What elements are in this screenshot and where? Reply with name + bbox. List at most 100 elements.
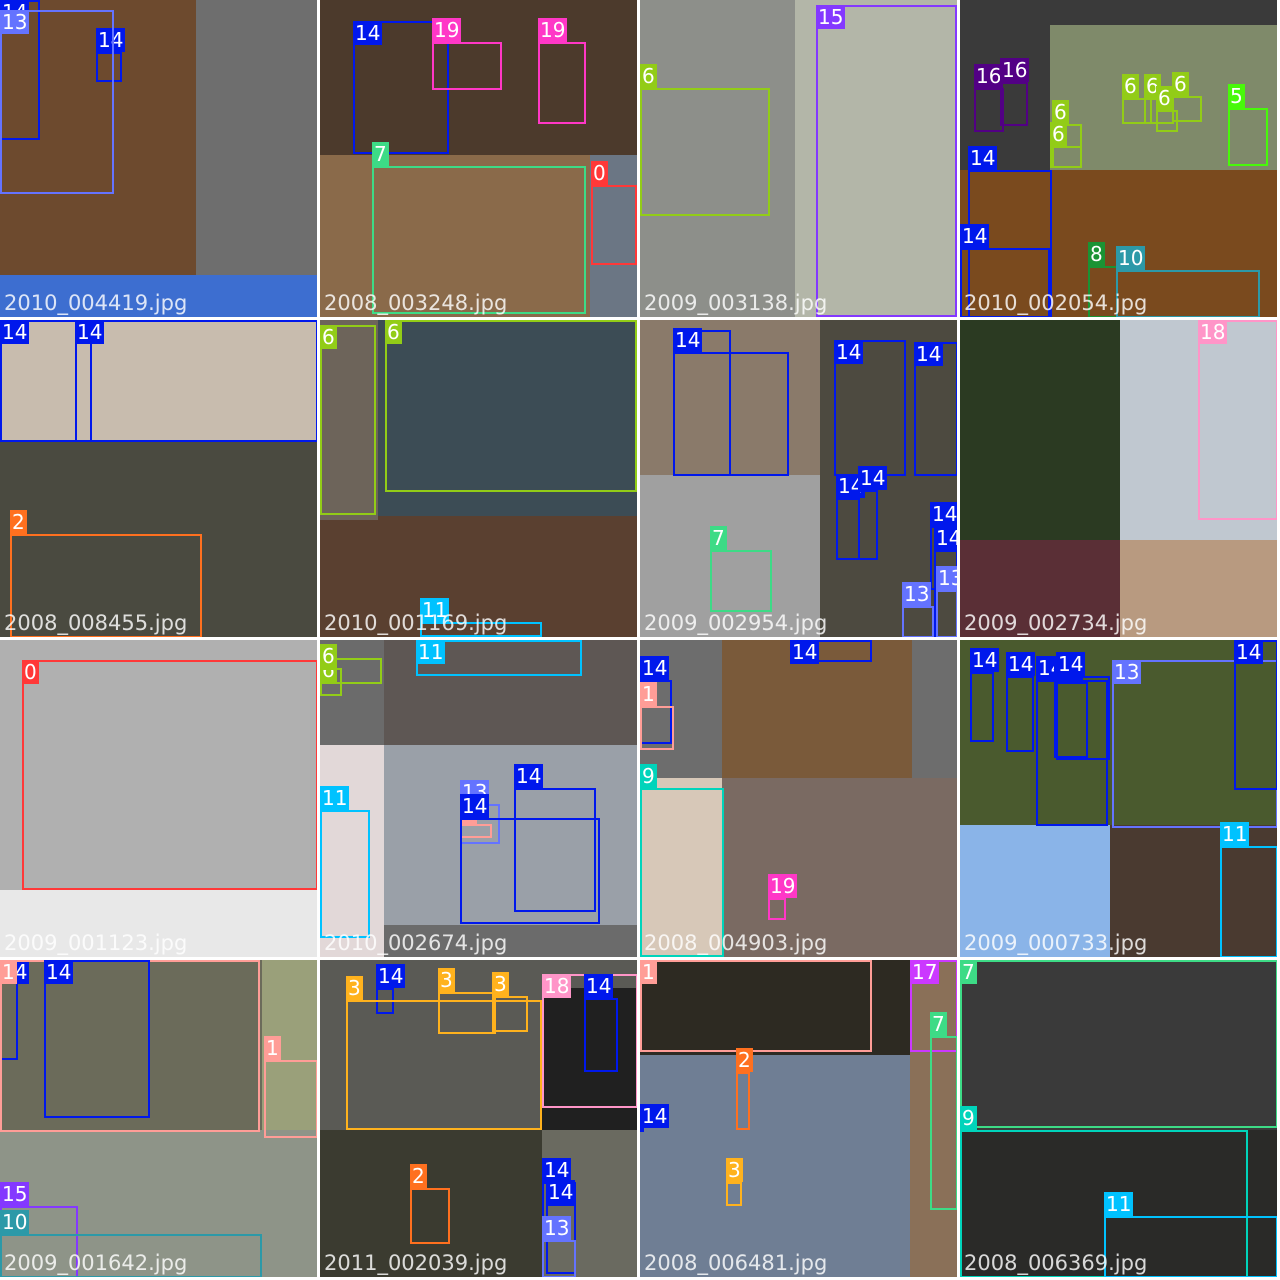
class-label: 7 <box>930 1012 947 1036</box>
bounding-box <box>673 352 789 476</box>
photo-region <box>1120 540 1277 637</box>
class-label: 19 <box>538 18 568 42</box>
class-label: 11 <box>416 640 446 664</box>
class-label: 19 <box>432 18 462 42</box>
class-label: 14 <box>0 320 30 344</box>
bounding-box <box>492 996 528 1032</box>
photo-region <box>960 170 1277 317</box>
class-label: 13 <box>1112 660 1142 684</box>
class-label: 10 <box>0 1210 30 1234</box>
class-label: 9 <box>960 1106 977 1130</box>
class-label: 14 <box>1006 652 1036 676</box>
bounding-box <box>936 590 957 637</box>
bounding-box <box>1172 96 1202 122</box>
class-label: 11 <box>1104 1192 1134 1216</box>
class-label: 17 <box>910 960 940 984</box>
bounding-box <box>75 320 317 442</box>
bounding-box <box>385 320 637 492</box>
bounding-box <box>320 810 370 938</box>
class-label: 6 <box>320 644 337 668</box>
mosaic-tile: 7 9 11 2008_006369.jpg <box>960 960 1277 1277</box>
bounding-box <box>584 998 618 1072</box>
bounding-box <box>538 42 586 124</box>
photo-region <box>0 890 317 957</box>
class-label: 6 <box>1052 100 1069 124</box>
class-label: 19 <box>768 874 798 898</box>
class-label: 3 <box>492 972 509 996</box>
class-label: 8 <box>1088 242 1105 266</box>
class-label: 9 <box>640 764 657 788</box>
mosaic-tile: 14 19 19 7 0 2008_003248.jpg <box>320 0 637 317</box>
bounding-box <box>640 788 724 957</box>
class-label: 14 <box>584 974 614 998</box>
class-label: 2 <box>410 1164 427 1188</box>
photo-region <box>0 442 317 637</box>
mosaic-tile: 1 17 14 2 3 7 2008_006481.jpg <box>640 960 957 1277</box>
bounding-box <box>1116 270 1260 317</box>
bounding-box <box>1122 98 1152 124</box>
class-label: 7 <box>372 142 389 166</box>
class-label: 6 <box>1156 86 1173 110</box>
bounding-box <box>960 960 1277 1128</box>
mosaic-tile: 0 2009_001123.jpg <box>0 640 317 957</box>
bounding-box <box>960 248 1050 317</box>
bounding-box <box>902 606 934 637</box>
bounding-box <box>514 788 596 912</box>
mosaic-tile: 14 14 2 2008_008455.jpg <box>0 320 317 637</box>
bounding-box <box>1220 846 1277 957</box>
class-label: 14 <box>514 764 544 788</box>
photo-region <box>960 540 1120 637</box>
class-label: 13 <box>542 1216 572 1240</box>
bounding-box <box>1054 682 1088 758</box>
photo-region <box>0 320 317 442</box>
class-label: 11 <box>1220 822 1250 846</box>
class-label: 14 <box>968 146 998 170</box>
photo-region <box>320 745 384 957</box>
bounding-box <box>420 622 542 637</box>
bounding-box <box>858 490 878 560</box>
class-label: 11 <box>320 786 350 810</box>
bounding-box <box>1088 266 1118 317</box>
class-label: 14 <box>1234 640 1264 664</box>
class-label: 6 <box>320 325 337 349</box>
class-label: 16 <box>1000 58 1030 82</box>
class-label: 18 <box>1198 320 1228 344</box>
bounding-box <box>591 185 637 265</box>
photo-region <box>960 825 1110 957</box>
class-label: 10 <box>1116 246 1146 270</box>
class-label: 11 <box>420 598 450 622</box>
class-label: 14 <box>353 21 383 45</box>
class-label: 6 <box>1172 72 1189 96</box>
class-label: 14 <box>546 1180 576 1204</box>
photo-region <box>722 778 957 957</box>
bounding-box <box>410 1188 450 1244</box>
photo-region <box>320 320 378 520</box>
mosaic-tile: 14 3 3 3 18 14 2 14 14 13 2011_002039.jpg <box>320 960 637 1277</box>
photo-region <box>320 516 637 637</box>
class-label: 16 <box>974 64 1004 88</box>
mosaic-tile: 14141414141314112009_000733.jpg <box>960 640 1277 957</box>
class-label: 14 <box>934 526 957 550</box>
bounding-box <box>640 960 872 1052</box>
bounding-box <box>640 1128 644 1132</box>
class-label: 1 <box>264 1036 281 1060</box>
bounding-box <box>736 1072 750 1130</box>
mosaic-tile: 1414141414147141413132009_002954.jpg <box>640 320 957 637</box>
class-label: 14 <box>970 648 1000 672</box>
class-label: 2 <box>10 510 27 534</box>
photo-region <box>0 1130 317 1277</box>
bounding-box <box>22 660 317 890</box>
class-label: 14 <box>542 1158 572 1182</box>
class-label: 7 <box>960 960 977 984</box>
bounding-box <box>1104 1216 1277 1277</box>
bounding-box <box>1228 108 1268 166</box>
mosaic-tile: 18 2009_002734.jpg <box>960 320 1277 637</box>
class-label: 0 <box>22 660 39 684</box>
class-label: 13 <box>0 10 30 34</box>
class-label: 2 <box>736 1048 753 1072</box>
class-label: 18 <box>542 974 572 998</box>
class-label: 1 <box>640 960 657 984</box>
class-label: 14 <box>930 502 957 526</box>
class-label: 14 <box>914 342 944 366</box>
